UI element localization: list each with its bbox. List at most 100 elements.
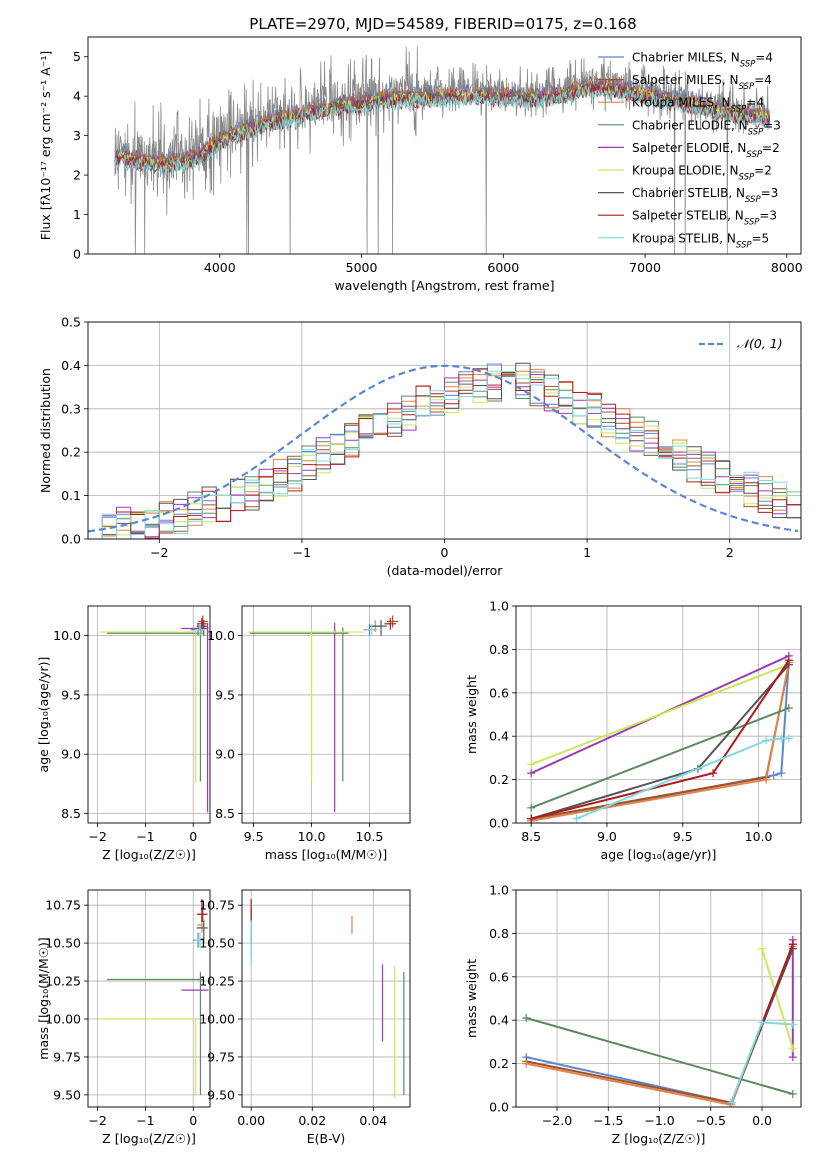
x-tick-label: −0.5	[696, 1113, 726, 1128]
data-point-marker	[784, 656, 793, 665]
x-tick-label: 0.04	[359, 1113, 387, 1128]
data-point-marker	[572, 814, 581, 823]
mass-weight-vs-Z-plot-area	[522, 935, 797, 1107]
y-tick-label: 9.5	[215, 687, 235, 702]
age-vs-mass-plot-area	[247, 615, 399, 813]
x-tick-label: 8000	[771, 260, 803, 275]
spectrum-plot-area	[114, 46, 771, 254]
y-tick-label: 1.0	[489, 883, 509, 898]
data-point-marker	[788, 1044, 797, 1053]
y-tick-label: 4	[73, 89, 81, 104]
data-point-marker	[522, 1014, 531, 1023]
y-tick-label: 9.50	[207, 1087, 235, 1102]
model-spectrum-kroupa-elodie	[114, 82, 771, 172]
y-tick-label: 0.2	[489, 1056, 509, 1071]
x-tick-label: 4000	[204, 260, 236, 275]
data-point-marker	[709, 769, 718, 778]
chart-age-vs-Z: −2 −1 0 8.5 9.0 9.5 10.0 Z [log₁₀(Z/Z☉)] age [lo…	[36, 605, 211, 862]
data-point-marker	[527, 814, 536, 823]
x-tick-label: 7000	[629, 260, 661, 275]
y-tick-label: 9.50	[53, 1087, 81, 1102]
y-tick-label: 10.75	[199, 898, 235, 913]
x-tick-label: 9.0	[597, 829, 617, 844]
legend-label: Salpeter ELODIE, NSSP=2	[632, 141, 780, 160]
normal-curve	[88, 364, 799, 533]
plot-frame	[515, 605, 802, 824]
panels: 4000 5000 6000 7000 8000 0 1 2 3 4 5 wavelength [An…	[36, 36, 803, 1146]
mass-vs-Z-plot-area	[99, 899, 209, 1095]
y-tick-label: 9.75	[53, 1049, 81, 1064]
mass-weight-vs-age-plot-area	[527, 651, 793, 823]
model-spectrum-kroupa-stelib	[114, 84, 771, 176]
legend-label: Salpeter STELIB, NSSP=3	[632, 209, 777, 228]
y-axis-label: Flux [fλ10⁻¹⁷ erg cm⁻² s⁻¹ A⁻¹]	[38, 51, 53, 240]
errorbar-point	[99, 1018, 197, 1095]
x-tick-label: 0	[189, 1113, 197, 1128]
y-tick-label: 0.5	[61, 315, 81, 330]
data-point-marker	[788, 940, 797, 949]
x-tick-label: 6000	[487, 260, 519, 275]
data-point-marker	[788, 1089, 797, 1098]
chart-mass-weight-vs-Z: −2.0 −1.5 −1.0 −0.5 0.0 0.0 0.2 0.4 0.6 0.8 1.0 Z […	[464, 883, 802, 1146]
errorbar-point	[247, 629, 364, 783]
plot-frame	[87, 605, 211, 824]
x-tick-label: 0.00	[237, 1113, 265, 1128]
data-point-marker	[788, 1020, 797, 1029]
y-tick-label: 2	[73, 168, 81, 183]
y-tick-label: 0	[73, 247, 81, 262]
y-tick-label: 5	[73, 49, 81, 64]
data-point-marker	[784, 703, 793, 712]
series-line-kroupa-elodie	[530, 663, 790, 766]
x-tick-label: 9.5	[244, 829, 264, 844]
x-tick-label: 0.0	[752, 1113, 772, 1128]
residuals-plot-area	[88, 362, 801, 539]
x-tick-label: 8.5	[521, 829, 541, 844]
x-axis-label: Z [log₁₀(Z/Z☉)]	[102, 847, 196, 862]
chart-mass-vs-Z: −2 −1 0 9.50 9.75 10.00 10.25 10.50 10.75 Z [log₁…	[36, 889, 211, 1146]
y-tick-label: 1	[73, 207, 81, 222]
legend-label: Chabrier MILES, NSSP=4	[632, 51, 773, 70]
y-tick-label: 0.0	[489, 1100, 509, 1115]
y-tick-label: 10.50	[45, 936, 81, 951]
legend-label: 𝒩(0, 1)	[737, 336, 783, 351]
y-tick-label: 10.75	[45, 898, 81, 913]
y-tick-label: 0.4	[61, 358, 81, 373]
data-point-marker	[762, 736, 771, 745]
errorbar-point	[195, 623, 205, 636]
x-axis-label: E(B-V)	[307, 1131, 346, 1146]
errorbar-point	[181, 622, 209, 813]
legend-label: Kroupa STELIB, NSSP=5	[632, 231, 769, 250]
y-tick-label: 10.0	[207, 628, 235, 643]
data-point-marker	[527, 803, 536, 812]
plot-frame	[241, 889, 411, 1108]
errorbar-point	[195, 932, 205, 948]
x-tick-label: 10.5	[356, 829, 384, 844]
y-tick-label: 0.2	[489, 772, 509, 787]
y-tick-label: 10.50	[199, 936, 235, 951]
y-axis-label: mass weight	[464, 959, 479, 1038]
errorbar-point	[107, 627, 203, 782]
histogram-salpeter-stelib	[88, 368, 801, 539]
data-point-marker	[784, 734, 793, 743]
chart-mass-vs-ebv: 0.00 0.02 0.04 9.50 9.75 10.00 10.25 10.50 10.75…	[199, 889, 411, 1146]
y-tick-label: 0.4	[489, 729, 509, 744]
mass-vs-ebv-plot-area	[250, 899, 405, 1098]
series-line-chabrier-elodie	[526, 1017, 794, 1095]
y-tick-label: 9.0	[61, 747, 81, 762]
y-tick-label: 10.0	[53, 628, 81, 643]
y-tick-label: 0.0	[489, 816, 509, 831]
x-axis-label: wavelength [Angstrom, rest frame]	[334, 278, 554, 293]
x-tick-label: −2.0	[542, 1113, 572, 1128]
y-tick-label: 0.6	[489, 969, 509, 984]
x-tick-label: 10.0	[745, 829, 773, 844]
errorbar-point	[99, 629, 197, 783]
y-tick-label: 10.00	[45, 1011, 81, 1026]
y-tick-label: 0.6	[489, 685, 509, 700]
x-tick-label: 9.5	[673, 829, 693, 844]
x-tick-label: −2	[88, 829, 106, 844]
x-axis-label: mass [log₁₀(M/M☉)]	[265, 847, 387, 862]
legend-label: Kroupa ELODIE, NSSP=2	[632, 164, 772, 183]
data-point-marker	[758, 1018, 767, 1027]
plot-frame	[87, 36, 802, 255]
y-tick-label: 10.25	[45, 974, 81, 989]
